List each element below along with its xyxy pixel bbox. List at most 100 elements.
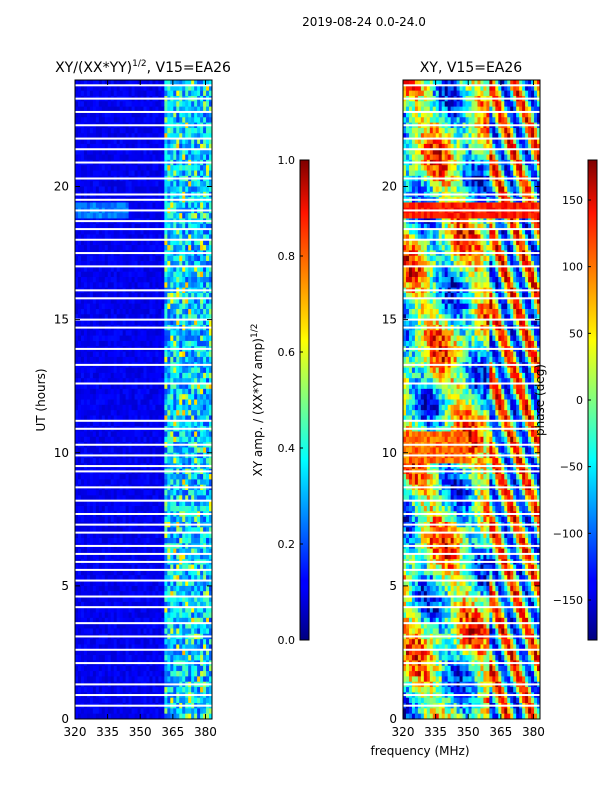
heatmap-cell xyxy=(140,101,144,108)
heatmap-cell xyxy=(179,245,183,251)
heatmap-cell xyxy=(188,378,192,385)
heatmap-cell xyxy=(197,399,201,406)
heatmap-cell xyxy=(155,282,159,289)
heatmap-cell xyxy=(110,639,115,645)
heatmap-cell xyxy=(131,277,136,283)
heatmap-cell xyxy=(182,532,186,539)
heatmap-cell xyxy=(146,314,150,321)
heatmap-cell xyxy=(110,143,115,150)
heatmap-cell xyxy=(206,255,210,262)
heatmap-cell xyxy=(116,516,121,523)
heatmap-cell xyxy=(86,591,91,598)
heatmap-cell xyxy=(143,527,147,534)
heatmap-cell xyxy=(131,436,136,443)
heatmap-cell xyxy=(119,303,124,310)
heatmap-cell xyxy=(209,447,213,454)
heatmap-cell xyxy=(194,585,198,592)
heatmap-cell xyxy=(200,474,204,480)
heatmap-cell xyxy=(116,271,121,278)
heatmap-cell xyxy=(206,282,210,289)
heatmap-cell xyxy=(101,575,106,582)
heatmap-cell xyxy=(77,170,82,177)
heatmap-cell xyxy=(92,601,97,608)
heatmap-cell xyxy=(152,277,156,283)
heatmap-cell xyxy=(107,585,112,592)
heatmap-cell xyxy=(86,655,91,661)
heatmap-cell xyxy=(110,388,115,395)
heatmap-cell xyxy=(149,229,153,235)
heatmap-cell xyxy=(170,143,174,150)
heatmap-cell xyxy=(194,399,198,406)
heatmap-cell xyxy=(146,553,150,560)
heatmap-cell xyxy=(179,404,183,411)
heatmap-cell xyxy=(110,553,115,560)
heatmap-cell xyxy=(92,500,97,507)
heatmap-cell xyxy=(191,319,195,326)
heatmap-cell xyxy=(113,202,118,209)
heatmap-cell xyxy=(137,85,142,92)
heatmap-cell xyxy=(89,138,94,145)
heatmap-cell xyxy=(200,111,204,118)
heatmap-cell xyxy=(131,548,136,555)
heatmap-cell xyxy=(164,330,168,337)
heatmap-cell xyxy=(92,293,97,299)
heatmap-cell xyxy=(113,277,118,283)
heatmap-cell xyxy=(182,85,186,92)
heatmap-cell xyxy=(89,335,94,342)
heatmap-cell xyxy=(170,170,174,177)
heatmap-cell xyxy=(182,649,186,656)
heatmap-cell xyxy=(131,266,136,273)
heatmap-cell xyxy=(188,117,192,124)
heatmap-cell xyxy=(185,170,189,177)
heatmap-cell xyxy=(89,410,94,416)
heatmap-cell xyxy=(197,601,201,608)
heatmap-cell xyxy=(155,479,159,486)
heatmap-cell xyxy=(149,117,153,124)
heatmap-cell xyxy=(206,293,210,299)
heatmap-cell xyxy=(155,399,159,406)
heatmap-cell xyxy=(173,644,177,651)
heatmap-cell xyxy=(179,117,183,124)
heatmap-cell xyxy=(155,639,159,645)
heatmap-cell xyxy=(113,335,118,342)
heatmap-cell xyxy=(125,133,130,140)
heatmap-cell xyxy=(131,378,136,385)
heatmap-cell xyxy=(83,394,88,401)
heatmap-cell xyxy=(113,293,118,299)
heatmap-cell xyxy=(137,372,142,379)
heatmap-cell xyxy=(209,575,213,582)
heatmap-cell xyxy=(179,106,183,113)
heatmap-cell xyxy=(203,170,207,177)
heatmap-cell xyxy=(140,404,144,411)
heatmap-cell xyxy=(188,537,192,544)
heatmap-cell xyxy=(77,213,82,219)
heatmap-cell xyxy=(116,245,121,251)
heatmap-cell xyxy=(128,628,133,635)
heatmap-cell xyxy=(110,383,115,390)
heatmap-cell xyxy=(191,282,195,289)
heatmap-cell xyxy=(107,277,112,283)
heatmap-cell xyxy=(119,143,124,150)
heatmap-cell xyxy=(77,436,82,443)
heatmap-cell xyxy=(158,106,162,113)
heatmap-cell xyxy=(188,628,192,635)
heatmap-cell xyxy=(122,532,127,539)
heatmap-cell xyxy=(146,356,150,363)
heatmap-cell xyxy=(167,170,171,177)
heatmap-cell xyxy=(137,617,142,624)
heatmap-cell xyxy=(200,133,204,140)
heatmap-cell xyxy=(98,335,103,342)
heatmap-cell xyxy=(155,277,159,283)
heatmap-cell xyxy=(167,213,171,219)
heatmap-cell xyxy=(209,261,213,267)
heatmap-cell xyxy=(95,548,100,555)
heatmap-cell xyxy=(182,319,186,326)
heatmap-cell xyxy=(206,596,210,603)
heatmap-cell xyxy=(155,644,159,651)
heatmap-cell xyxy=(89,548,94,555)
heatmap-cell xyxy=(140,372,144,379)
heatmap-cell xyxy=(197,532,201,539)
heatmap-cell xyxy=(131,612,136,619)
heatmap-cell xyxy=(146,277,150,283)
heatmap-cell xyxy=(75,372,79,379)
